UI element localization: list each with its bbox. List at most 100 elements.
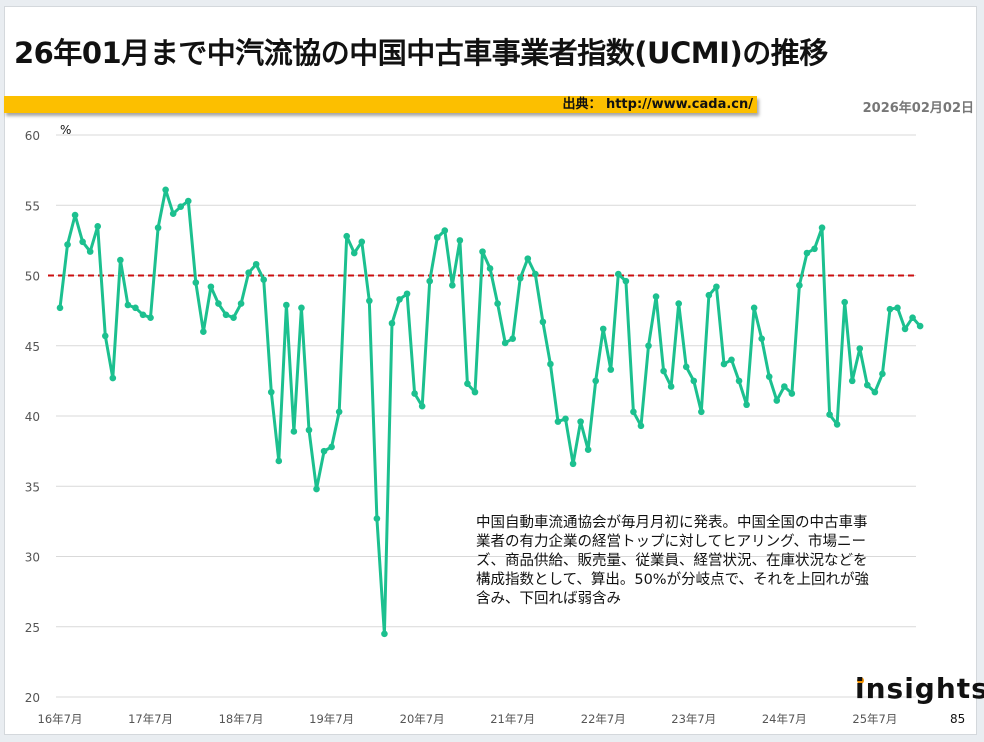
data-point bbox=[358, 238, 366, 246]
data-point bbox=[56, 304, 64, 312]
data-point bbox=[750, 304, 758, 312]
data-point bbox=[584, 446, 592, 454]
data-point bbox=[698, 408, 705, 416]
y-tick-label: 30 bbox=[25, 551, 40, 565]
data-point bbox=[366, 297, 373, 305]
data-point bbox=[645, 342, 652, 350]
data-point bbox=[94, 223, 102, 230]
data-point bbox=[501, 339, 509, 347]
data-point bbox=[305, 426, 313, 434]
data-point bbox=[713, 283, 720, 291]
data-point bbox=[222, 311, 230, 319]
data-point bbox=[260, 276, 268, 284]
data-point bbox=[479, 248, 486, 255]
data-point bbox=[796, 282, 803, 289]
data-point bbox=[705, 291, 713, 299]
data-point bbox=[509, 335, 516, 343]
data-point bbox=[290, 428, 298, 435]
x-tick-label: 23年7月 bbox=[671, 712, 716, 726]
data-point bbox=[456, 237, 464, 244]
data-point bbox=[433, 234, 441, 241]
data-point bbox=[381, 630, 388, 638]
data-point bbox=[743, 401, 750, 409]
data-point bbox=[184, 197, 192, 205]
source-link[interactable]: 出典： http://www.cada.cn/ bbox=[562, 97, 753, 112]
data-point bbox=[622, 277, 630, 285]
data-point bbox=[833, 421, 841, 428]
data-point bbox=[660, 367, 667, 375]
insights-logo: insights bbox=[855, 672, 984, 705]
data-point bbox=[781, 383, 788, 390]
data-point bbox=[675, 300, 682, 307]
data-point bbox=[396, 296, 403, 303]
data-point bbox=[403, 290, 411, 298]
data-point bbox=[856, 345, 864, 352]
data-point bbox=[765, 373, 773, 380]
x-tick-label: 20年7月 bbox=[400, 712, 445, 726]
data-point bbox=[848, 377, 856, 385]
data-point bbox=[177, 203, 185, 210]
data-point bbox=[139, 311, 147, 319]
data-point bbox=[200, 328, 207, 336]
page-number: 85 bbox=[950, 712, 966, 726]
data-point bbox=[894, 304, 901, 312]
data-point bbox=[599, 325, 607, 333]
y-tick-label: 25 bbox=[25, 621, 40, 635]
data-point bbox=[117, 256, 124, 264]
y-tick-label: 55 bbox=[25, 199, 40, 213]
data-point bbox=[230, 314, 237, 321]
y-axis-unit-label: % bbox=[60, 123, 71, 137]
y-tick-label: 40 bbox=[25, 410, 40, 424]
data-point bbox=[811, 245, 818, 253]
data-point bbox=[411, 390, 418, 397]
x-tick-label: 21年7月 bbox=[490, 712, 535, 726]
data-point bbox=[154, 224, 162, 232]
data-point bbox=[71, 211, 79, 219]
data-point bbox=[637, 422, 645, 430]
data-point bbox=[909, 314, 916, 321]
data-point bbox=[109, 374, 117, 382]
data-point bbox=[464, 380, 471, 387]
data-point bbox=[728, 356, 735, 364]
data-point bbox=[758, 335, 765, 343]
data-point bbox=[818, 224, 826, 232]
data-point bbox=[607, 366, 615, 373]
source-bar: 出典： http://www.cada.cn/ bbox=[4, 96, 757, 113]
x-tick-label: 24年7月 bbox=[762, 712, 807, 726]
data-point bbox=[562, 415, 569, 423]
x-tick-label: 18年7月 bbox=[219, 712, 264, 726]
data-point bbox=[350, 249, 358, 257]
logo-dot-icon bbox=[857, 677, 864, 684]
data-point bbox=[524, 255, 532, 262]
data-point bbox=[101, 332, 109, 340]
data-point bbox=[162, 186, 169, 194]
x-tick-label: 25年7月 bbox=[852, 712, 897, 726]
data-point bbox=[532, 270, 539, 278]
data-point bbox=[441, 227, 449, 234]
data-point bbox=[169, 210, 177, 217]
data-point bbox=[554, 418, 562, 425]
data-point bbox=[569, 460, 577, 468]
data-point bbox=[147, 314, 154, 321]
data-point bbox=[864, 381, 871, 389]
data-point bbox=[652, 293, 660, 300]
data-point bbox=[298, 304, 305, 312]
series-markers bbox=[56, 186, 924, 638]
data-point bbox=[320, 447, 328, 455]
data-point bbox=[471, 388, 479, 396]
x-tick-label: 22年7月 bbox=[581, 712, 626, 726]
data-point bbox=[86, 248, 94, 255]
data-point bbox=[283, 301, 290, 309]
y-tick-label: 45 bbox=[25, 340, 40, 354]
data-point bbox=[313, 485, 320, 493]
data-point bbox=[841, 298, 848, 306]
data-point bbox=[667, 383, 675, 390]
data-point bbox=[494, 300, 501, 307]
data-point bbox=[192, 279, 200, 286]
data-point bbox=[207, 283, 215, 291]
publish-date: 2026年02月02日 bbox=[862, 101, 974, 116]
data-point bbox=[615, 270, 622, 278]
slide-card bbox=[4, 6, 977, 735]
data-point bbox=[79, 238, 86, 246]
